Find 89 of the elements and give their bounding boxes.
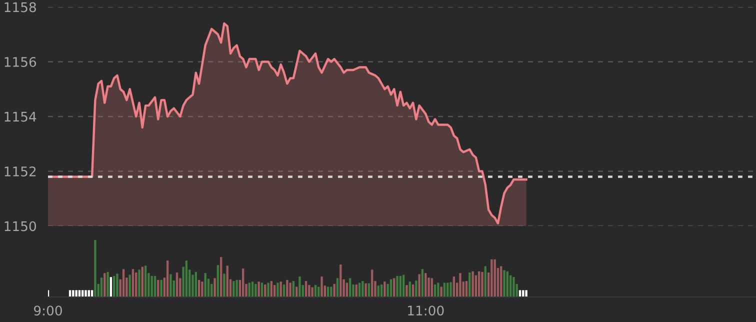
bar bbox=[320, 276, 323, 297]
bar bbox=[393, 278, 396, 297]
bar bbox=[311, 287, 314, 297]
bar bbox=[258, 282, 260, 297]
bar bbox=[289, 282, 292, 297]
bar bbox=[176, 272, 178, 297]
bar bbox=[440, 286, 442, 297]
y-tick-label: 1156 bbox=[4, 56, 36, 67]
y-tick-label: 1150 bbox=[4, 221, 36, 232]
bar bbox=[236, 280, 238, 297]
bar bbox=[106, 272, 109, 297]
bar bbox=[170, 274, 172, 297]
bar bbox=[84, 290, 87, 297]
bar bbox=[371, 270, 374, 297]
bar bbox=[116, 274, 118, 297]
bar bbox=[100, 278, 103, 297]
bar bbox=[204, 273, 206, 297]
bar bbox=[242, 268, 244, 297]
bar bbox=[336, 278, 339, 297]
bar bbox=[223, 274, 226, 297]
bar bbox=[326, 286, 330, 297]
y-tick-label: 1152 bbox=[4, 166, 36, 176]
bar bbox=[308, 285, 310, 297]
bar bbox=[430, 278, 433, 297]
bar bbox=[500, 266, 502, 297]
bar bbox=[459, 273, 462, 297]
bar bbox=[135, 272, 138, 297]
bar bbox=[494, 259, 496, 297]
x-tick-label: 11:00 bbox=[408, 306, 444, 316]
bar bbox=[280, 282, 282, 297]
bar bbox=[468, 272, 471, 297]
bar bbox=[254, 284, 257, 297]
bar bbox=[362, 281, 364, 297]
bar bbox=[450, 282, 452, 297]
bar bbox=[396, 276, 398, 297]
bar bbox=[408, 282, 411, 297]
bar bbox=[122, 269, 125, 297]
bar bbox=[194, 272, 197, 297]
bar bbox=[424, 273, 427, 297]
bar bbox=[484, 266, 486, 297]
bar bbox=[421, 269, 424, 297]
bar bbox=[452, 276, 456, 297]
bar bbox=[296, 286, 298, 297]
bar bbox=[160, 280, 162, 297]
bar bbox=[226, 266, 228, 297]
bar bbox=[478, 271, 480, 297]
y-tick-label: 1154 bbox=[4, 112, 36, 122]
bar bbox=[348, 278, 352, 297]
bar bbox=[216, 265, 220, 297]
bar bbox=[72, 290, 74, 297]
bar bbox=[110, 277, 112, 297]
bar bbox=[154, 276, 156, 297]
bar bbox=[201, 282, 204, 297]
bar bbox=[276, 282, 279, 297]
y-tick-label: 1158 bbox=[4, 2, 36, 12]
bar bbox=[298, 276, 301, 297]
bar bbox=[506, 271, 508, 297]
bar bbox=[144, 266, 147, 297]
bar bbox=[128, 274, 131, 297]
bar bbox=[214, 278, 216, 297]
bar bbox=[472, 271, 474, 297]
bar bbox=[481, 272, 484, 297]
bar bbox=[340, 264, 342, 297]
bar bbox=[525, 290, 528, 297]
bar bbox=[94, 240, 96, 297]
bar bbox=[437, 282, 440, 297]
bar bbox=[384, 282, 386, 297]
bar bbox=[132, 269, 134, 297]
bar bbox=[318, 286, 320, 297]
bar bbox=[418, 274, 420, 297]
bar bbox=[512, 277, 515, 297]
bar bbox=[166, 260, 169, 297]
bar bbox=[138, 270, 140, 297]
bar bbox=[150, 276, 153, 297]
bar bbox=[364, 283, 367, 297]
bar bbox=[399, 276, 402, 297]
bar bbox=[267, 282, 270, 297]
bar bbox=[490, 259, 493, 297]
bar bbox=[406, 285, 408, 297]
bar bbox=[251, 282, 254, 297]
bar bbox=[141, 266, 144, 297]
bar bbox=[75, 290, 78, 297]
x-tick-label: 9:00 bbox=[34, 306, 62, 316]
bar bbox=[503, 270, 506, 297]
bar bbox=[185, 260, 188, 297]
bar bbox=[112, 276, 116, 297]
bar bbox=[104, 273, 106, 297]
bar bbox=[330, 286, 332, 297]
bar bbox=[220, 257, 222, 297]
